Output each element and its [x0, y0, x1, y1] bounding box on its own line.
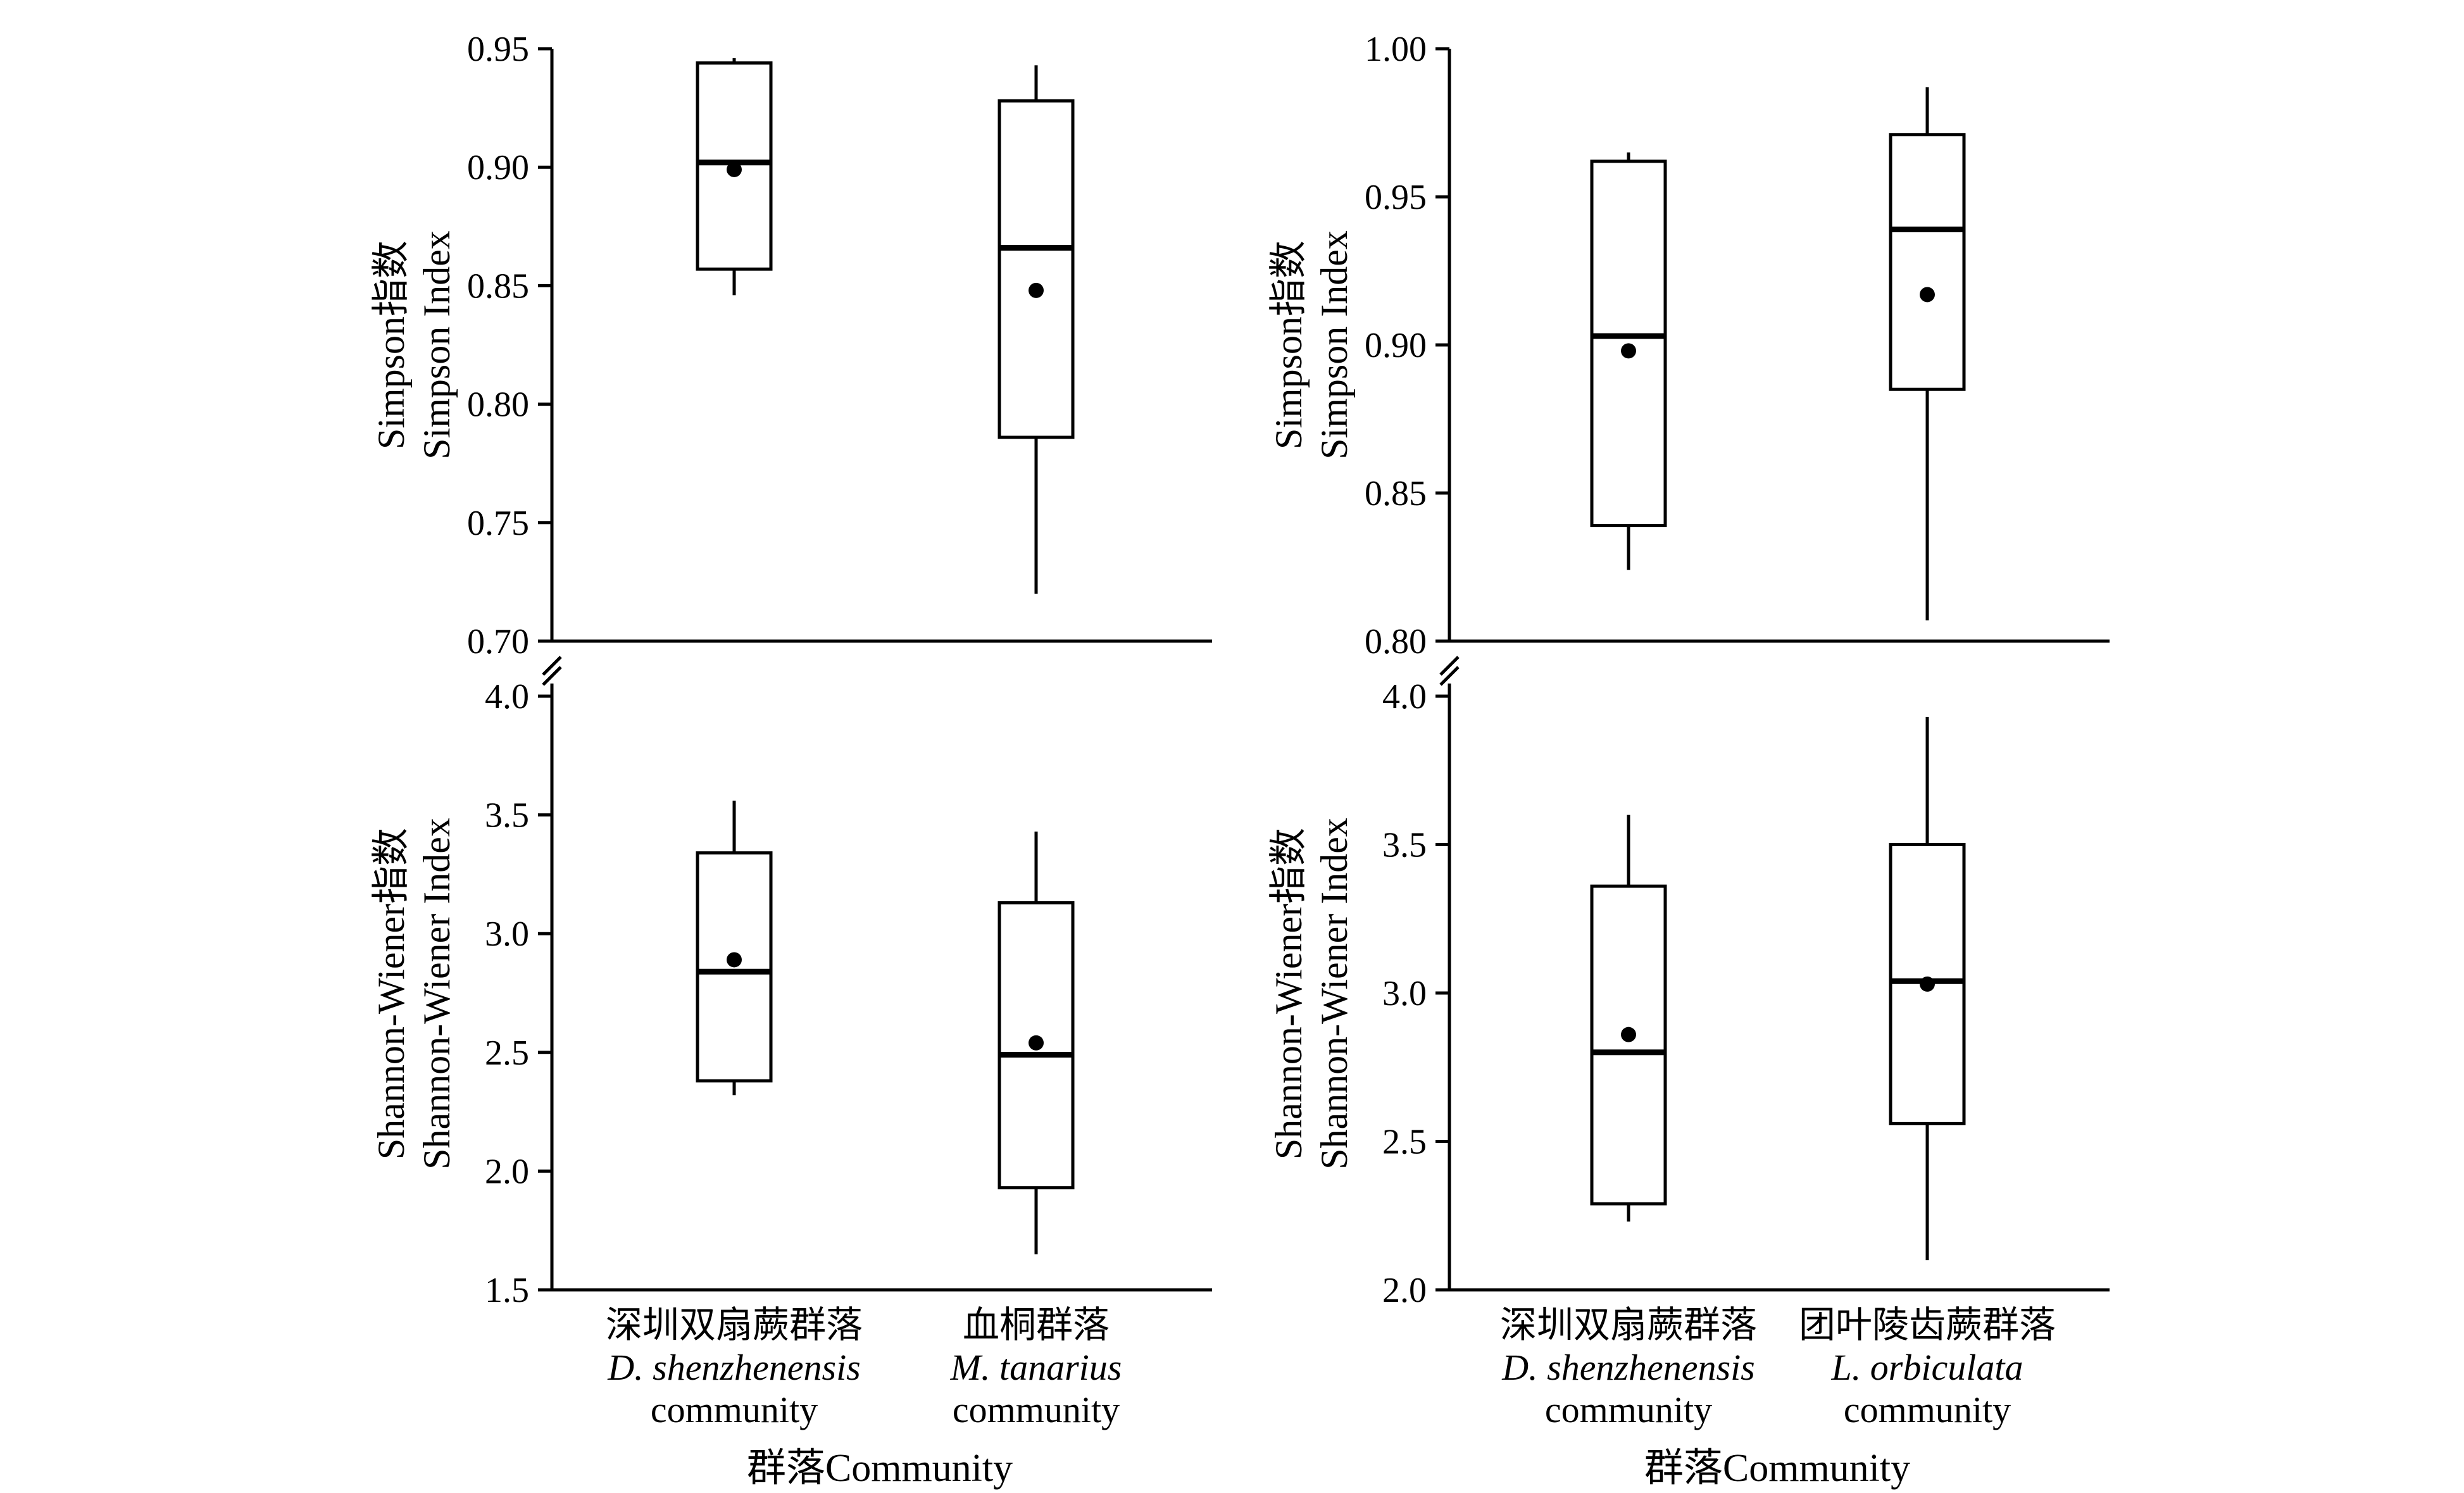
- x-category-species: D. shenzhenensis: [1501, 1347, 1755, 1388]
- y-tick-label: 2.0: [485, 1152, 529, 1191]
- box-iqr: [696, 61, 773, 271]
- mean-point: [1029, 1035, 1044, 1051]
- y-tick-label: 2.5: [485, 1034, 529, 1073]
- y-axis-title-cn: Simpson指数: [1268, 241, 1310, 449]
- y-tick-label: 2.5: [1382, 1123, 1427, 1162]
- y-tick-label: 0.80: [467, 385, 529, 425]
- box-0: [1590, 152, 1667, 570]
- panel-top-left: 0.70 0.75 0.80 0.85 0.90 0.95 Simpson指数 Simpson…: [370, 30, 1212, 661]
- box-1: [997, 65, 1075, 594]
- y-tick-label: 0.95: [1365, 178, 1427, 217]
- axis-break-mark: [542, 666, 562, 686]
- y-tick-label: 3.5: [485, 796, 529, 835]
- mean-point: [1621, 1027, 1636, 1042]
- box-0: [696, 801, 773, 1096]
- box-iqr: [1590, 884, 1667, 1206]
- box-1: [1889, 87, 1966, 621]
- y-tick-label: 0.90: [467, 148, 529, 187]
- x-axis-title: 群落Community: [1644, 1447, 1910, 1490]
- y-axis-title-en: Shannon-Wiener Index: [1313, 818, 1355, 1170]
- x-category-suffix: community: [953, 1389, 1120, 1430]
- x-category-label-cn: 团叶陵齿蕨群落: [1799, 1304, 2056, 1346]
- box-0: [1590, 815, 1667, 1222]
- y-tick-label: 3.5: [1382, 826, 1427, 865]
- y-tick-label: 0.70: [467, 622, 529, 661]
- box-1: [997, 831, 1075, 1254]
- y-tick-label: 0.95: [467, 30, 529, 69]
- y-axis-title-en: Shannon-Wiener Index: [416, 818, 458, 1170]
- y-tick-label: 4.0: [1382, 677, 1427, 716]
- x-category-suffix: community: [1545, 1389, 1712, 1430]
- box-iqr: [997, 901, 1075, 1190]
- x-category-label-cn: 深圳双扇蕨群落: [606, 1304, 863, 1346]
- y-axis-title-en: Simpson Index: [416, 230, 458, 459]
- x-category-species: D. shenzhenensis: [607, 1347, 861, 1388]
- x-category-label-cn: 血桐群落: [963, 1304, 1110, 1346]
- y-axis-title-en: Simpson Index: [1313, 230, 1355, 459]
- mean-point: [1621, 343, 1636, 359]
- y-tick-label: 0.75: [467, 504, 529, 543]
- mean-point: [1920, 287, 1935, 303]
- y-tick-label: 4.0: [485, 677, 529, 716]
- y-tick-label: 1.5: [485, 1271, 529, 1310]
- axis-break-mark: [1439, 666, 1460, 686]
- y-tick-label: 2.0: [1382, 1271, 1427, 1310]
- x-category-species: L. orbiculata: [1831, 1347, 2023, 1388]
- box-iqr: [1590, 159, 1667, 527]
- mean-point: [727, 161, 742, 177]
- x-category-label-cn: 深圳双扇蕨群落: [1500, 1304, 1757, 1346]
- panel-bottom-right: 2.0 2.5 3.0 3.5 4.0 Shannon-Wiener指数 Shannon-W…: [1268, 656, 2110, 1490]
- box-iqr: [696, 851, 773, 1083]
- y-tick-label: 0.85: [467, 266, 529, 306]
- box-iqr: [1889, 133, 1966, 391]
- box-iqr: [1889, 843, 1966, 1125]
- y-axis-title-cn: Simpson指数: [370, 241, 412, 449]
- y-tick-label: 1.00: [1365, 30, 1427, 69]
- x-category-suffix: community: [651, 1389, 818, 1430]
- panel-bottom-left: 1.5 2.0 2.5 3.0 3.5 4.0 Shannon-Wiener指数 Shanno…: [370, 656, 1212, 1490]
- box-1: [1889, 716, 1966, 1261]
- x-category-suffix: community: [1844, 1389, 2011, 1430]
- mean-point: [1029, 282, 1044, 298]
- y-tick-label: 0.90: [1365, 326, 1427, 365]
- box-iqr: [997, 99, 1075, 439]
- y-tick-label: 0.85: [1365, 474, 1427, 513]
- y-tick-label: 3.0: [485, 915, 529, 954]
- mean-point: [1920, 976, 1935, 992]
- y-axis-title-cn: Shannon-Wiener指数: [1268, 828, 1310, 1159]
- x-axis-title: 群落Community: [747, 1447, 1013, 1490]
- axis-break-mark: [542, 656, 562, 676]
- panel-top-right: 0.80 0.85 0.90 0.95 1.00 Simpson指数 Simpson Ind…: [1268, 30, 2110, 661]
- box-0: [696, 58, 773, 296]
- y-tick-label: 3.0: [1382, 974, 1427, 1013]
- y-tick-label: 0.80: [1365, 622, 1427, 661]
- axis-break-mark: [1439, 656, 1460, 676]
- mean-point: [727, 952, 742, 968]
- x-category-species: M. tanarius: [950, 1347, 1122, 1388]
- y-axis-title-cn: Shannon-Wiener指数: [370, 828, 412, 1159]
